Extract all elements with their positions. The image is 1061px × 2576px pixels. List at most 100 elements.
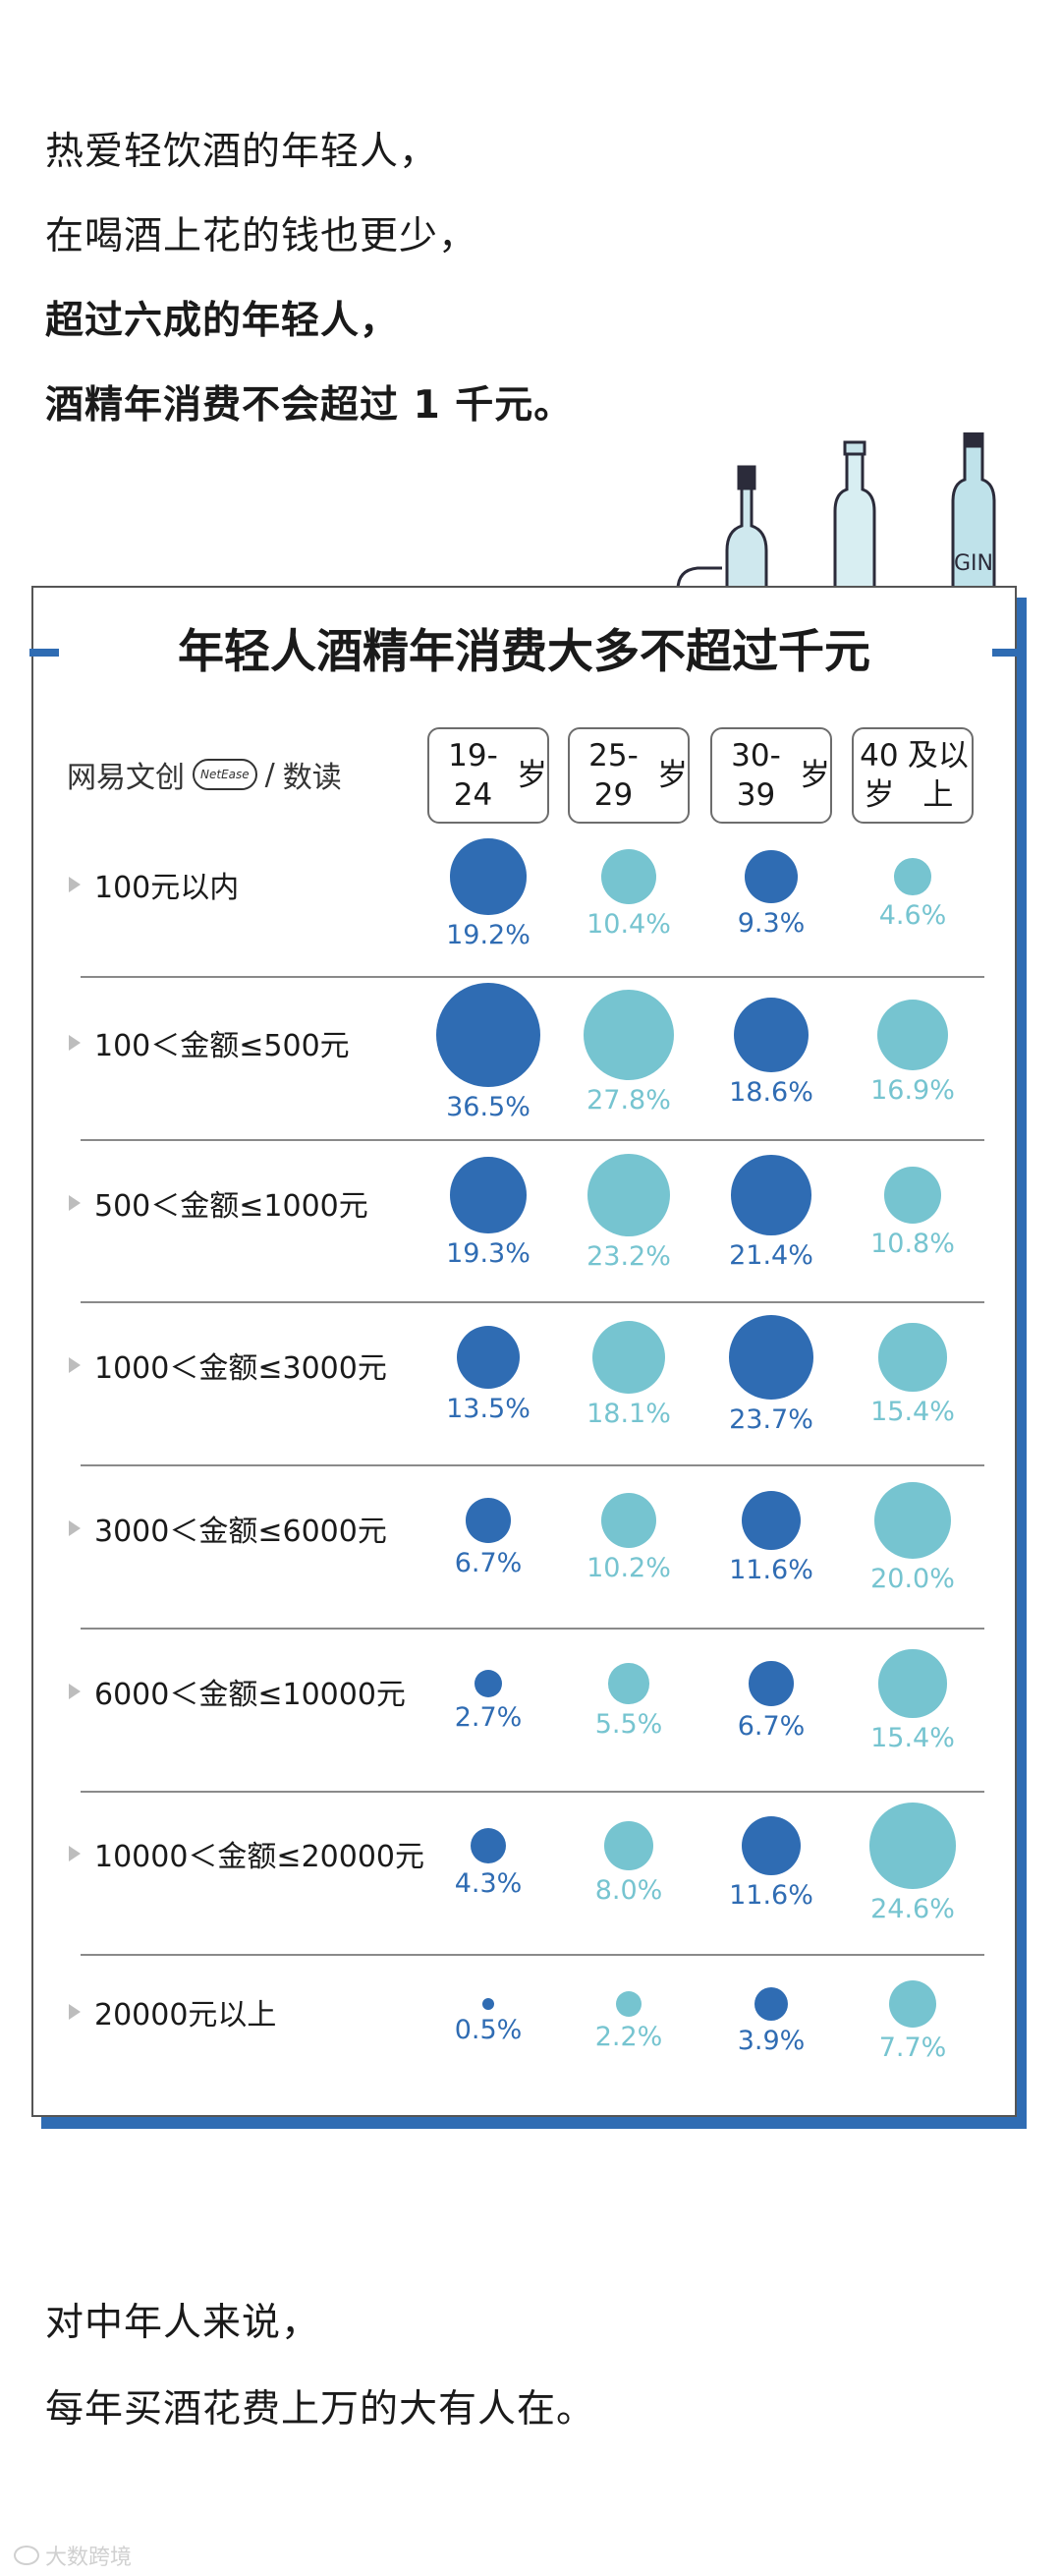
bubble-mark: [888, 1979, 937, 2029]
row-label-text: 500＜金额≤1000元: [94, 1189, 368, 1224]
value-label: 0.5%: [454, 2015, 523, 2046]
value-label: 15.4%: [870, 1396, 955, 1427]
brand-name: 网易文创: [67, 761, 185, 795]
bubble-mark: [873, 1481, 952, 1560]
bubble-mark: [878, 1649, 947, 1718]
bubble-mark: [884, 1167, 941, 1224]
row-label-text: 10000＜金额≤20000元: [94, 1840, 425, 1874]
value-label: 4.3%: [454, 1868, 523, 1900]
bubble-mark: [456, 1325, 521, 1390]
bubble-mark: [742, 1491, 801, 1550]
bubble-mark: [591, 1320, 666, 1395]
bubble-mark: [754, 1986, 789, 2022]
row-divider: [81, 1301, 984, 1303]
value-label: 2.7%: [454, 1702, 523, 1734]
value-label: 9.3%: [737, 907, 806, 939]
row-marker-icon: [69, 1357, 81, 1373]
value-label: 13.5%: [446, 1394, 530, 1425]
value-label: 24.6%: [870, 1893, 955, 1924]
brand-badge: NetEase: [193, 759, 257, 790]
intro-line-3: 超过六成的年轻人，: [45, 299, 400, 343]
value-label: 15.4%: [870, 1722, 955, 1753]
row-label: 1000＜金额≤3000元: [69, 1344, 387, 1387]
row-label: 500＜金额≤1000元: [69, 1181, 368, 1225]
outro-line-1: 对中年人来说，: [45, 2301, 321, 2345]
bubble-mark: [583, 989, 675, 1081]
row-marker-icon: [69, 1195, 81, 1211]
row-label: 10000＜金额≤20000元: [69, 1832, 424, 1875]
bubble-mark: [481, 1997, 495, 2011]
row-divider: [81, 1628, 984, 1630]
value-label: 4.6%: [878, 899, 947, 931]
value-label: 23.7%: [729, 1403, 813, 1435]
value-label: 11.6%: [729, 1879, 813, 1911]
value-label: 20.0%: [870, 1564, 955, 1595]
value-label: 19.3%: [446, 1237, 530, 1269]
row-divider: [81, 1464, 984, 1466]
column-header-1: 19-24 岁: [427, 727, 549, 824]
bubble-mark: [435, 982, 541, 1088]
column-header-2: 25-29 岁: [568, 727, 690, 824]
row-label-text: 6000＜金额≤10000元: [94, 1678, 406, 1712]
outro-line-2: 每年买酒花费上万的大有人在。: [45, 2387, 596, 2432]
row-label-text: 3000＜金额≤6000元: [94, 1515, 387, 1549]
bubble-mark: [876, 999, 949, 1071]
intro-line-4: 酒精年消费不会超过 1 千元。: [45, 383, 574, 428]
bubble-mark: [742, 1816, 801, 1875]
value-label: 10.4%: [586, 909, 671, 941]
title-accent-left: [29, 649, 59, 657]
chart-card: [31, 586, 1017, 2117]
row-divider: [81, 1954, 984, 1956]
bubble-mark: [474, 1669, 503, 1698]
bubble-mark: [600, 848, 657, 905]
row-label-text: 1000＜金额≤3000元: [94, 1351, 387, 1386]
bubble-mark: [615, 1990, 642, 2018]
bubble-mark: [869, 1803, 956, 1889]
row-marker-icon: [69, 1684, 81, 1699]
bubble-mark: [894, 858, 931, 895]
value-label: 3.9%: [737, 2026, 806, 2057]
intro-line-2: 在喝酒上花的钱也更少，: [45, 214, 478, 258]
bubble-mark: [586, 1153, 671, 1237]
bubble-mark: [734, 998, 809, 1072]
value-label: 27.8%: [586, 1085, 671, 1116]
value-label: 2.2%: [594, 2022, 663, 2053]
brand-suffix: 数读: [282, 761, 342, 795]
brand-logo: 网易文创 NetEase / 数读: [67, 753, 342, 796]
value-label: 23.2%: [586, 1241, 671, 1273]
value-label: 11.6%: [729, 1554, 813, 1585]
bubble-mark: [450, 838, 527, 915]
value-label: 10.8%: [870, 1228, 955, 1259]
value-label: 36.5%: [446, 1092, 530, 1123]
watermark-text: 大数跨境: [45, 2546, 133, 2570]
value-label: 16.9%: [870, 1075, 955, 1107]
row-divider: [81, 1139, 984, 1141]
bubble-mark: [878, 1323, 947, 1392]
row-label-text: 20000元以上: [94, 1998, 277, 2032]
bubble-mark: [608, 1663, 649, 1704]
bottles-illustration: GIN: [676, 432, 996, 590]
row-divider: [81, 976, 984, 978]
bubble-mark: [745, 850, 798, 903]
title-accent-right: [992, 649, 1022, 657]
bubble-mark: [729, 1315, 813, 1400]
outro-text: 对中年人来说， 每年买酒花费上万的大有人在。: [45, 2280, 595, 2453]
bubble-mark: [731, 1155, 811, 1235]
brand-separator: /: [264, 757, 275, 792]
bubble-mark: [450, 1157, 527, 1233]
row-label-text: 100元以内: [94, 871, 240, 905]
row-divider: [81, 1791, 984, 1793]
value-label: 18.6%: [729, 1076, 813, 1108]
watermark: 大数跨境: [14, 2540, 132, 2571]
row-marker-icon: [69, 2004, 81, 2020]
row-label: 6000＜金额≤10000元: [69, 1670, 406, 1713]
value-label: 21.4%: [729, 1239, 813, 1271]
row-label: 3000＜金额≤6000元: [69, 1507, 387, 1550]
value-label: 6.7%: [737, 1710, 806, 1742]
bubble-mark: [604, 1821, 653, 1870]
row-marker-icon: [69, 1035, 81, 1051]
row-label: 100＜金额≤500元: [69, 1021, 350, 1064]
row-label: 100元以内: [69, 863, 239, 906]
value-label: 18.1%: [586, 1399, 671, 1430]
intro-text: 热爱轻饮酒的年轻人， 在喝酒上花的钱也更少， 超过六成的年轻人， 酒精年消费不会…: [45, 110, 573, 448]
